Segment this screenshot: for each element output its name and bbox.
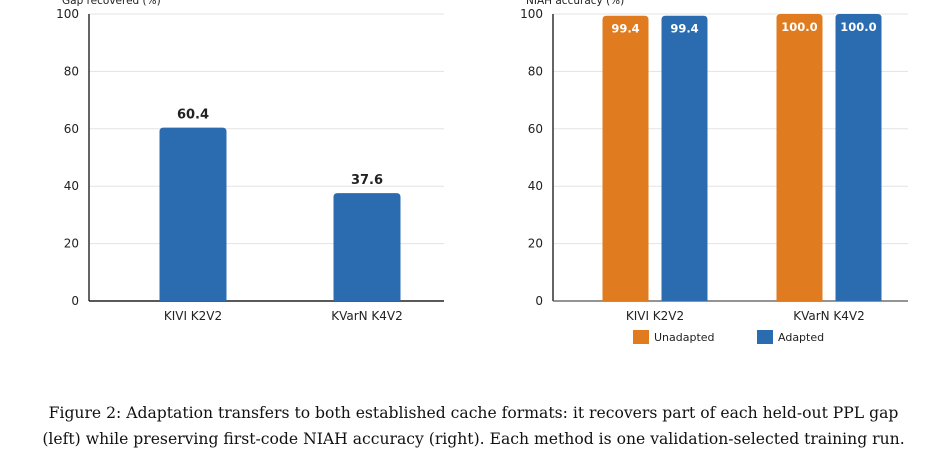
bar-data-label: 99.4 (611, 22, 639, 36)
bar (333, 193, 401, 301)
y-tick-label: 80 (64, 64, 79, 78)
bar (661, 15, 708, 302)
legend-label: Adapted (778, 331, 824, 344)
bar-data-label: 100.0 (781, 20, 817, 34)
bar-data-label: 60.4 (177, 108, 209, 123)
legend-swatch (633, 330, 649, 344)
bar-data-label: 37.6 (351, 173, 383, 188)
y-tick-label: 0 (535, 294, 543, 308)
caption-line-1: Figure 2: Adaptation transfers to both e… (48, 404, 899, 422)
y-tick-label: 100 (56, 7, 79, 21)
y-tick-label: 0 (71, 294, 79, 308)
figure-caption: Figure 2: Adaptation transfers to both e… (0, 400, 947, 452)
legend-swatch (757, 330, 773, 344)
bar (835, 14, 882, 301)
bar-data-label: 99.4 (670, 22, 698, 36)
x-tick-label: KVarN K4V2 (331, 309, 403, 323)
bar (159, 127, 227, 301)
x-tick-label: KIVI K2V2 (164, 309, 222, 323)
y-tick-label: 40 (64, 179, 79, 193)
x-tick-label: KVarN K4V2 (793, 309, 865, 323)
y-tick-label: 80 (528, 64, 543, 78)
y-tick-label: 20 (64, 237, 79, 251)
bar (776, 14, 823, 301)
legend-label: Unadapted (654, 331, 715, 344)
y-axis-label: NIAH accuracy (%) (526, 0, 624, 7)
y-axis-label: Gap recovered (%) (62, 0, 161, 7)
caption-line-2: (left) while preserving first-code NIAH … (42, 430, 905, 448)
y-tick-label: 100 (520, 7, 543, 21)
x-tick-label: KIVI K2V2 (626, 309, 684, 323)
y-tick-label: 40 (528, 179, 543, 193)
y-tick-label: 60 (528, 122, 543, 136)
bar (602, 15, 649, 302)
bar-data-label: 100.0 (840, 20, 876, 34)
y-tick-label: 20 (528, 237, 543, 251)
y-tick-label: 60 (64, 122, 79, 136)
